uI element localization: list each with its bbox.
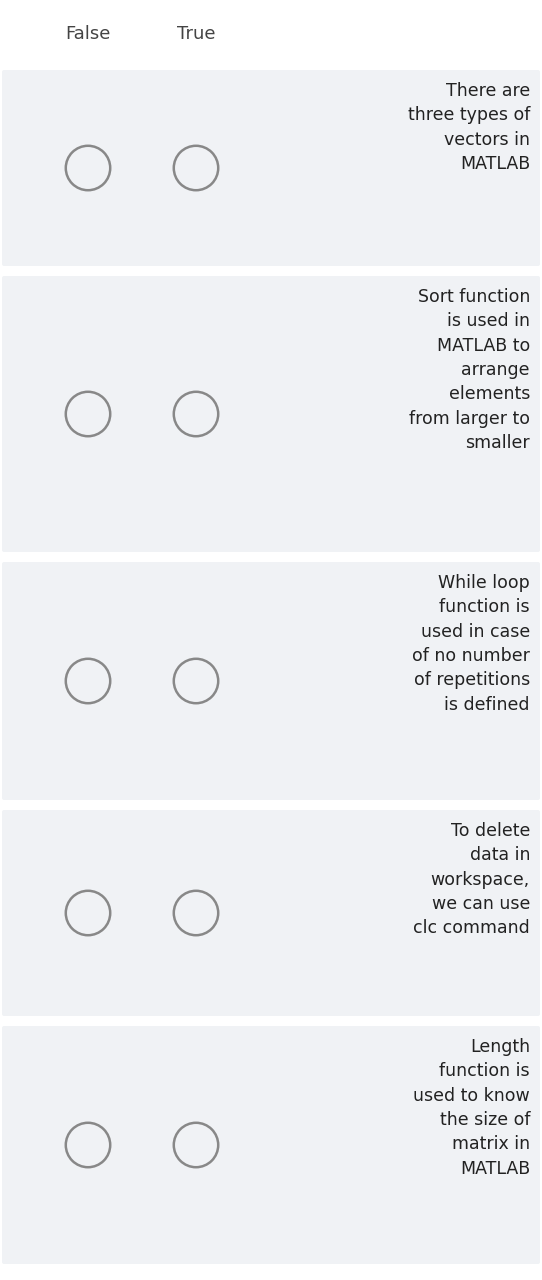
Ellipse shape xyxy=(66,392,110,436)
Ellipse shape xyxy=(174,659,218,703)
Text: To delete
data in
workspace,
we can use
clc command: To delete data in workspace, we can use … xyxy=(413,822,530,937)
Ellipse shape xyxy=(66,659,110,703)
Ellipse shape xyxy=(66,1123,110,1167)
FancyBboxPatch shape xyxy=(2,810,540,1016)
Ellipse shape xyxy=(66,146,110,191)
FancyBboxPatch shape xyxy=(2,1027,540,1265)
Text: Sort function
is used in
MATLAB to
arrange
elements
from larger to
smaller: Sort function is used in MATLAB to arran… xyxy=(409,288,530,452)
Text: False: False xyxy=(66,26,111,44)
FancyBboxPatch shape xyxy=(2,276,540,552)
Ellipse shape xyxy=(174,891,218,936)
FancyBboxPatch shape xyxy=(2,562,540,800)
Ellipse shape xyxy=(174,146,218,191)
Ellipse shape xyxy=(174,1123,218,1167)
Text: True: True xyxy=(177,26,215,44)
FancyBboxPatch shape xyxy=(2,70,540,266)
Ellipse shape xyxy=(174,392,218,436)
Text: While loop
function is
used in case
of no number
of repetitions
is defined: While loop function is used in case of n… xyxy=(412,573,530,713)
Ellipse shape xyxy=(66,891,110,936)
Text: Length
function is
used to know
the size of
matrix in
MATLAB: Length function is used to know the size… xyxy=(413,1038,530,1178)
Text: There are
three types of
vectors in
MATLAB: There are three types of vectors in MATL… xyxy=(408,82,530,173)
